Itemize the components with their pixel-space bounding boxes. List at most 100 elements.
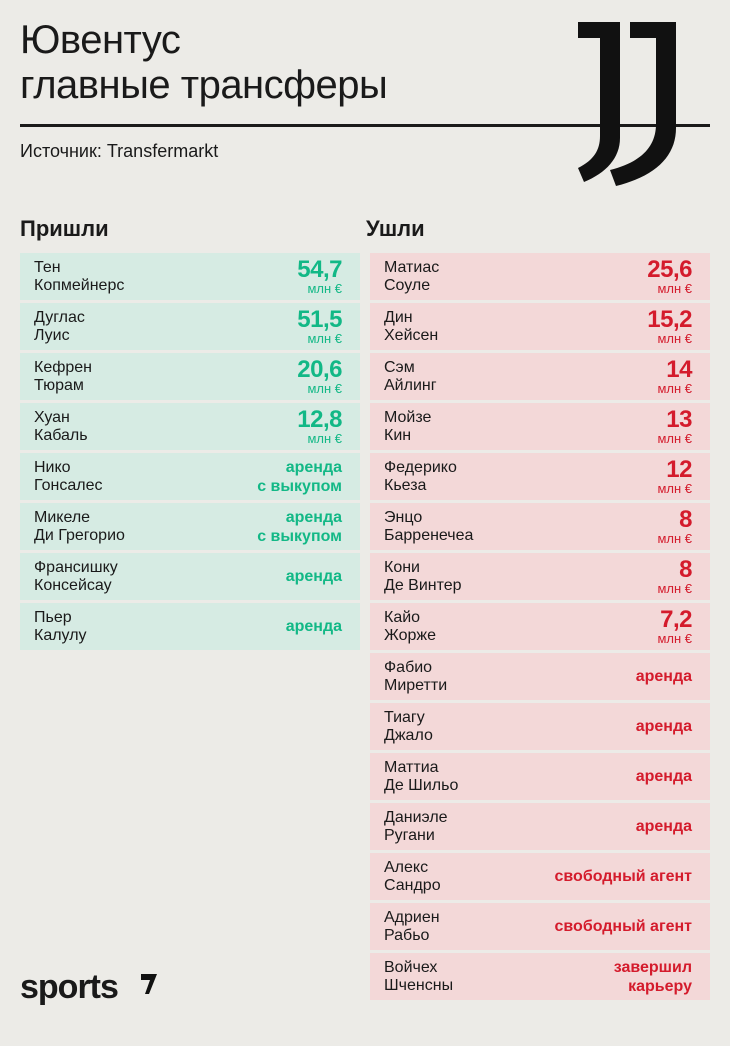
player-last-name: Джало	[384, 726, 433, 744]
player-row: Кони Де Винтер 8 млн €	[370, 553, 710, 600]
transfer-value: 14 млн €	[657, 356, 692, 396]
transfer-value: завершил карьеру	[614, 958, 692, 996]
player-name: Маттиа Де Шильо	[384, 759, 458, 795]
player-name: Хуан Кабаль	[34, 409, 88, 445]
player-last-name: Ругани	[384, 826, 435, 844]
player-name: Дин Хейсен	[384, 309, 438, 345]
transfer-type-line-2: карьеру	[628, 977, 692, 995]
transfer-type-line-2: с выкупом	[257, 527, 342, 545]
player-row: Дуглас Луис 51,5 млн €	[20, 303, 360, 350]
player-name: Кони Де Винтер	[384, 559, 462, 595]
player-row: Фабио Миретти аренда	[370, 653, 710, 700]
player-last-name: Сандро	[384, 876, 441, 894]
transfer-fee: 20,6	[297, 356, 342, 383]
player-row: Дин Хейсен 15,2 млн €	[370, 303, 710, 350]
player-last-name: Кин	[384, 426, 412, 444]
transfer-fee: 12,8	[297, 406, 342, 433]
fee-unit: млн €	[657, 381, 692, 396]
player-first-name: Сэм	[384, 358, 415, 376]
player-first-name: Кефрен	[34, 358, 93, 376]
transfer-type: аренда	[285, 508, 342, 526]
player-row: Франсишку Консейсау аренда	[20, 553, 360, 600]
player-name: Сэм Айлинг	[384, 359, 437, 395]
transfer-type: свободный агент	[554, 918, 692, 935]
player-row: Нико Гонсалес аренда с выкупом	[20, 453, 360, 500]
transfer-value: аренда	[286, 567, 342, 586]
fee-unit: млн €	[307, 281, 342, 296]
transfer-value: 51,5 млн €	[297, 306, 342, 346]
player-last-name: Кабаль	[34, 426, 88, 444]
transfer-value: аренда	[636, 667, 692, 686]
transfer-value: аренда	[286, 617, 342, 636]
player-first-name: Даниэле	[384, 808, 448, 826]
player-first-name: Кайо	[384, 608, 421, 626]
player-last-name: Рабьо	[384, 926, 430, 944]
fee-unit: млн €	[657, 431, 692, 446]
player-row: Пьер Калулу аренда	[20, 603, 360, 650]
transfer-value: 15,2 млн €	[647, 308, 692, 346]
transfer-value: 7,2 млн €	[657, 608, 692, 646]
transfer-type: аренда	[635, 718, 692, 735]
title-line-2: главные трансферы	[20, 63, 388, 107]
player-last-name: Кьеза	[384, 476, 427, 494]
transfer-fee: 12	[666, 456, 692, 483]
transfer-type: завершил	[613, 958, 692, 976]
transfer-value: аренда с выкупом	[257, 458, 342, 496]
player-name: Тен Копмейнерс	[34, 259, 124, 295]
title-line-1: Ювентус	[20, 18, 181, 62]
transfer-type: аренда	[635, 668, 692, 685]
player-row: Матиас Соуле 25,6 млн €	[370, 253, 710, 300]
player-row: Алекс Сандро свободный агент	[370, 853, 710, 900]
transfer-value: аренда	[636, 767, 692, 786]
transfer-value: свободный агент	[555, 917, 692, 936]
arrivals-heading: Пришли	[20, 216, 109, 241]
player-first-name: Нико	[34, 458, 71, 476]
juventus-logo-icon	[578, 22, 676, 186]
transfer-type: аренда	[285, 568, 342, 585]
player-first-name: Фабио	[384, 658, 433, 676]
player-row: Тен Копмейнерс 54,7 млн €	[20, 253, 360, 300]
player-name: Энцо Барренечеа	[384, 509, 473, 545]
player-last-name: Соуле	[384, 276, 431, 294]
player-name: Мойзе Кин	[384, 409, 431, 445]
player-last-name: Гонсалес	[34, 476, 103, 494]
transfer-type: аренда	[285, 458, 342, 476]
player-row: Даниэле Ругани аренда	[370, 803, 710, 850]
player-first-name: Франсишку	[34, 558, 118, 576]
transfer-fee: 14	[666, 356, 692, 383]
player-last-name: Миретти	[384, 676, 448, 694]
player-name: Войчех Шченсны	[384, 959, 453, 995]
player-first-name: Хуан	[34, 408, 70, 426]
player-first-name: Тен	[34, 258, 61, 276]
player-row: Мойзе Кин 13 млн €	[370, 403, 710, 450]
transfer-value: 12,8 млн €	[297, 406, 342, 446]
player-last-name: Луис	[34, 326, 70, 344]
transfer-type: аренда	[635, 768, 692, 785]
transfer-fee: 54,7	[297, 256, 342, 283]
transfer-fee: 13	[666, 406, 692, 433]
transfer-value: 54,7 млн €	[297, 256, 342, 296]
player-row: Кайо Жорже 7,2 млн €	[370, 603, 710, 650]
transfer-value: аренда	[636, 817, 692, 836]
player-first-name: Войчех	[384, 958, 438, 976]
transfer-value: 8 млн €	[657, 558, 692, 596]
transfer-value: аренда с выкупом	[257, 508, 342, 546]
player-first-name: Тиагу	[384, 708, 425, 726]
fee-unit: млн €	[657, 481, 692, 496]
player-name: Адриен Рабьо	[384, 909, 440, 945]
player-first-name: Микеле	[34, 508, 91, 526]
transfer-type-line-2: с выкупом	[257, 477, 342, 495]
player-row: Маттиа Де Шильо аренда	[370, 753, 710, 800]
player-last-name: Шченсны	[384, 976, 454, 994]
player-row: Кефрен Тюрам 20,6 млн €	[20, 353, 360, 400]
arrivals-list: Тен Копмейнерс 54,7 млн € Дуглас Луис 51,5 млн …	[20, 253, 360, 653]
transfer-value: 25,6 млн €	[647, 258, 692, 296]
player-row: Тиагу Джало аренда	[370, 703, 710, 750]
player-name: Тиагу Джало	[384, 709, 433, 745]
player-first-name: Энцо	[384, 508, 423, 526]
player-last-name: Де Винтер	[384, 576, 462, 594]
fee-unit: млн €	[657, 281, 692, 296]
player-name: Дуглас Луис	[34, 309, 85, 345]
player-name: Федерико Кьеза	[384, 459, 457, 495]
transfer-fee: 51,5	[297, 306, 342, 333]
